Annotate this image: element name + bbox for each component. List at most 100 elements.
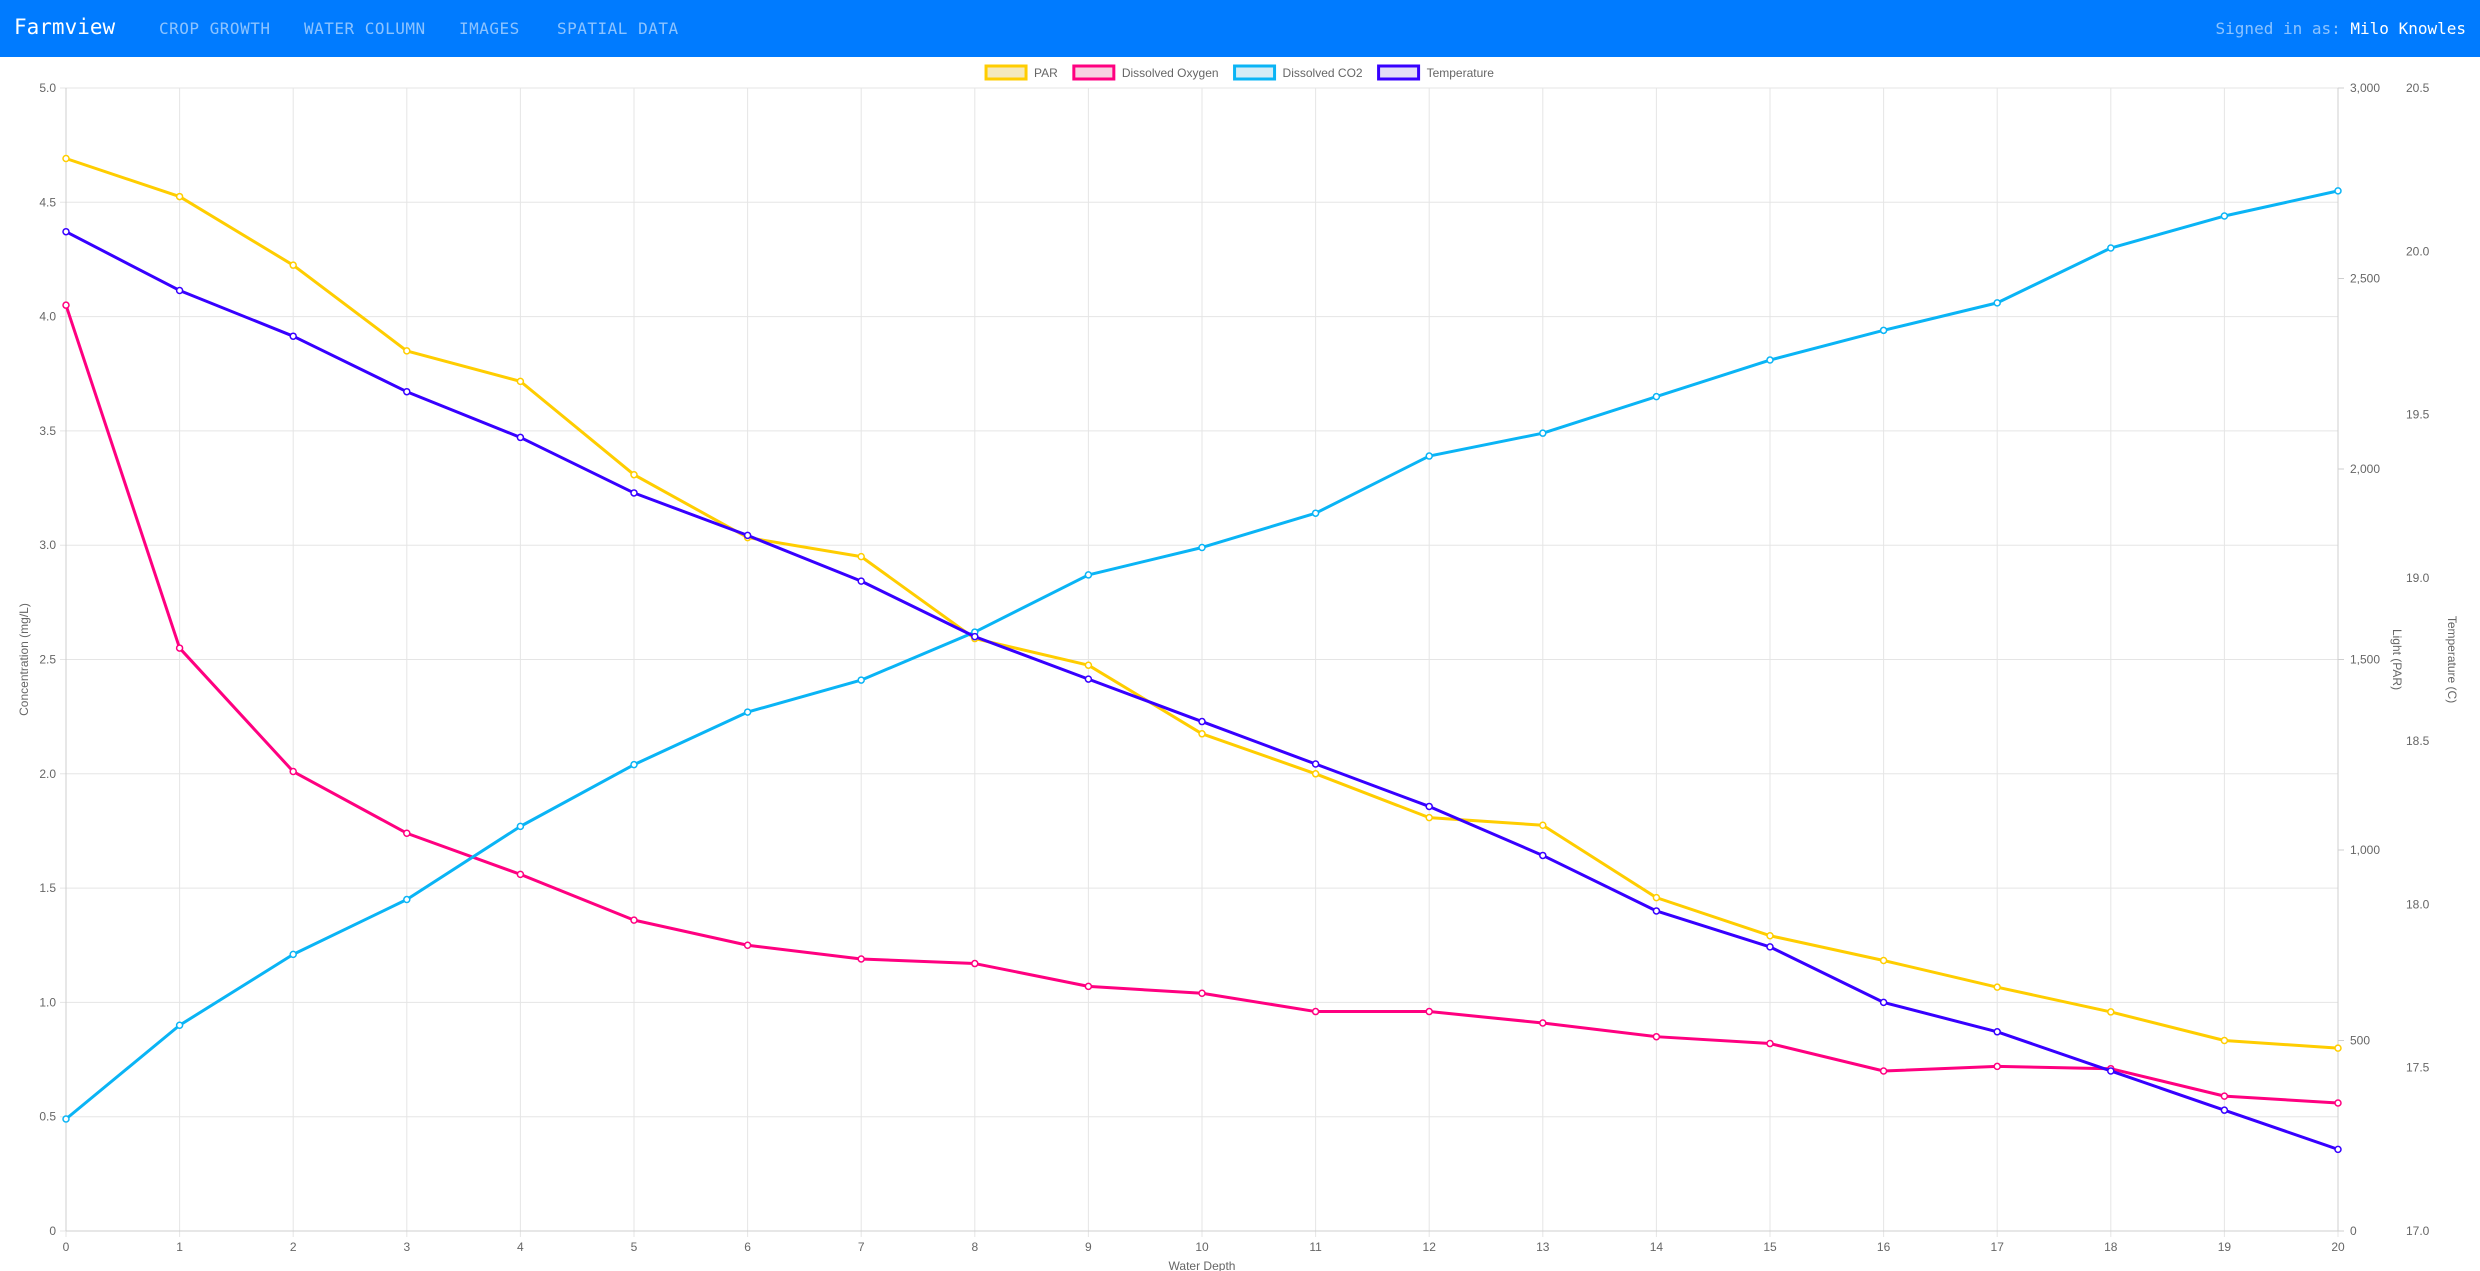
data-point[interactable] (1993, 983, 2001, 991)
data-point[interactable] (1084, 661, 1093, 669)
data-point[interactable] (175, 286, 184, 295)
x-tick-label: 17 (1991, 1240, 2005, 1254)
data-point[interactable] (403, 829, 411, 837)
data-point[interactable] (516, 870, 525, 879)
data-point[interactable] (630, 916, 638, 924)
data-point[interactable] (1993, 1062, 2001, 1071)
legend-item[interactable]: Dissolved CO2 (1233, 64, 1363, 81)
data-point[interactable] (1311, 760, 1320, 768)
nav-link-spatial-data[interactable]: SPATIAL DATA (557, 19, 679, 38)
brand-link[interactable]: Farmview (14, 15, 116, 39)
data-point[interactable] (2334, 1145, 2342, 1154)
data-point[interactable] (289, 261, 297, 269)
nav-link-water-column[interactable]: WATER COLUMN (304, 19, 426, 38)
data-point[interactable] (1993, 1028, 2001, 1036)
data-point[interactable] (743, 531, 752, 540)
data-point[interactable] (1425, 813, 1433, 822)
data-point[interactable] (857, 577, 865, 585)
data-point[interactable] (630, 470, 638, 479)
data-point[interactable] (1198, 730, 1206, 738)
data-point[interactable] (2220, 1036, 2229, 1045)
data-point[interactable] (516, 822, 525, 831)
y-left-tick-label: 5.0 (39, 81, 56, 95)
data-point[interactable] (62, 227, 70, 236)
data-point[interactable] (971, 959, 979, 968)
data-point[interactable] (1311, 770, 1320, 778)
data-point[interactable] (2107, 1067, 2115, 1075)
data-point[interactable] (1425, 452, 1433, 460)
data-point[interactable] (2107, 244, 2115, 252)
data-point[interactable] (1425, 1007, 1433, 1016)
data-point[interactable] (630, 760, 638, 769)
data-point[interactable] (1311, 1007, 1320, 1016)
data-point[interactable] (630, 489, 638, 497)
data-point[interactable] (403, 347, 411, 355)
x-tick-label: 2 (290, 1240, 297, 1254)
data-point[interactable] (1652, 893, 1661, 902)
data-point[interactable] (1198, 717, 1206, 726)
legend-item[interactable]: Temperature (1377, 64, 1495, 81)
data-point[interactable] (175, 192, 184, 201)
y-temp-tick-label: 19.0 (2406, 571, 2430, 585)
y-par-tick-label: 0 (2350, 1224, 2357, 1238)
data-point[interactable] (1539, 429, 1547, 437)
data-point[interactable] (175, 1021, 184, 1030)
y-par-tick-label: 1,500 (2350, 653, 2380, 667)
data-point[interactable] (2107, 1008, 2115, 1016)
data-point[interactable] (857, 676, 865, 684)
data-point[interactable] (2334, 187, 2342, 195)
data-point[interactable] (743, 941, 752, 949)
data-point[interactable] (516, 433, 525, 442)
legend-item[interactable]: PAR (984, 64, 1058, 81)
data-point[interactable] (1084, 982, 1093, 991)
y-left-axis-title: Concentration (mg/L) (17, 603, 31, 716)
data-point[interactable] (62, 154, 70, 163)
data-point[interactable] (1652, 1032, 1661, 1041)
data-point[interactable] (1084, 571, 1093, 579)
data-point[interactable] (1311, 509, 1320, 517)
data-point[interactable] (1766, 1039, 1774, 1048)
data-point[interactable] (403, 895, 411, 904)
data-point[interactable] (2334, 1099, 2342, 1107)
data-point[interactable] (1198, 989, 1206, 998)
data-point[interactable] (2334, 1044, 2342, 1052)
data-point[interactable] (1879, 1067, 1888, 1075)
x-tick-label: 19 (2218, 1240, 2232, 1254)
data-point[interactable] (62, 1115, 70, 1123)
data-point[interactable] (175, 644, 184, 652)
data-point[interactable] (1539, 851, 1547, 860)
data-point[interactable] (1993, 299, 2001, 307)
data-point[interactable] (1766, 943, 1774, 951)
data-point[interactable] (516, 377, 525, 386)
data-point[interactable] (1879, 326, 1888, 335)
data-point[interactable] (857, 955, 865, 963)
x-tick-label: 1 (176, 1240, 183, 1254)
data-point[interactable] (971, 632, 979, 641)
data-point[interactable] (2220, 1106, 2229, 1114)
data-point[interactable] (1652, 907, 1661, 915)
nav-link-images[interactable]: IMAGES (459, 19, 520, 38)
data-point[interactable] (1198, 543, 1206, 552)
data-point[interactable] (1766, 356, 1774, 364)
data-point[interactable] (289, 950, 297, 959)
data-point[interactable] (2220, 212, 2229, 220)
data-point[interactable] (289, 332, 297, 340)
data-point[interactable] (1539, 1019, 1547, 1027)
data-point[interactable] (403, 387, 411, 396)
data-point[interactable] (743, 708, 752, 716)
data-point[interactable] (1084, 675, 1093, 683)
data-point[interactable] (1879, 956, 1888, 965)
y-temp-tick-label: 17.0 (2406, 1224, 2430, 1238)
data-point[interactable] (1766, 931, 1774, 940)
data-point[interactable] (289, 767, 297, 776)
data-point[interactable] (62, 301, 70, 309)
legend-item[interactable]: Dissolved Oxygen (1072, 64, 1219, 81)
nav-link-crop-growth[interactable]: CROP GROWTH (159, 19, 271, 38)
data-point[interactable] (1539, 821, 1547, 829)
data-point[interactable] (2220, 1092, 2229, 1100)
x-tick-label: 11 (1309, 1240, 1322, 1254)
data-point[interactable] (1879, 998, 1888, 1007)
data-point[interactable] (857, 552, 865, 561)
data-point[interactable] (1652, 392, 1661, 401)
data-point[interactable] (1425, 802, 1433, 811)
